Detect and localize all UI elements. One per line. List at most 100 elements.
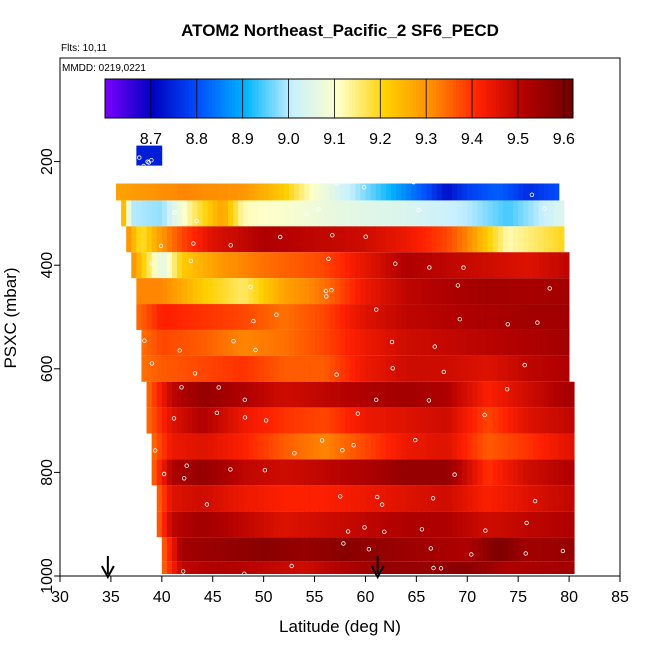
heatmap-cell <box>477 200 483 227</box>
heatmap-cell <box>462 511 468 538</box>
heatmap-cell <box>482 183 489 201</box>
sample-point <box>428 546 433 551</box>
heatmap-cell <box>294 329 300 356</box>
arrow-marker <box>100 556 115 580</box>
colorbar-swatch <box>389 79 393 118</box>
heatmap-cell <box>334 304 341 330</box>
colorbar-swatch <box>449 79 454 118</box>
sample-point <box>242 397 247 402</box>
heatmap-cell <box>273 537 280 562</box>
heatmap-cell <box>558 304 565 330</box>
heatmap-cell <box>558 381 565 408</box>
heatmap-cell <box>192 459 198 486</box>
heatmap-cell <box>421 278 427 305</box>
heatmap-cell <box>467 278 473 305</box>
sample-point <box>248 284 253 290</box>
heatmap-cell <box>340 381 346 408</box>
heatmap-cell <box>273 304 280 330</box>
heatmap-cell <box>197 459 203 486</box>
colorbar-swatch <box>522 79 527 118</box>
heatmap-cell <box>452 381 458 408</box>
heatmap-cell <box>421 407 427 434</box>
heatmap-cell <box>518 252 524 279</box>
heatmap-cell <box>263 252 270 279</box>
heatmap-cell <box>340 561 346 574</box>
heatmap-cell <box>141 183 147 201</box>
colorbar-swatch <box>185 79 189 118</box>
heatmap-cell <box>564 304 570 330</box>
heatmap-cell <box>324 200 331 227</box>
heatmap-cell <box>197 329 203 356</box>
heatmap-cell <box>329 226 336 253</box>
heatmap-cell <box>538 200 545 227</box>
heatmap-cell <box>248 226 254 253</box>
colorbar-swatch <box>168 79 173 118</box>
heatmap-cell <box>360 226 366 253</box>
heatmap-cell <box>441 183 448 201</box>
heatmap-cell <box>441 485 448 512</box>
heatmap-cell <box>436 252 443 279</box>
heatmap-cell <box>299 561 305 574</box>
heatmap-cell <box>543 252 550 279</box>
heatmap-cell <box>263 407 270 434</box>
heatmap-cell <box>289 183 295 201</box>
heatmap-cell <box>446 278 453 305</box>
heatmap-cell <box>156 183 163 201</box>
heatmap-cell <box>273 226 280 253</box>
heatmap-cell <box>166 329 173 356</box>
heatmap-cell <box>222 511 229 538</box>
colorbar-swatch <box>479 79 484 118</box>
heatmap-cell <box>421 511 427 538</box>
heatmap-cell <box>396 226 402 253</box>
heatmap-cell <box>380 278 387 305</box>
heatmap-cell <box>543 226 550 253</box>
heatmap-cell <box>462 537 468 562</box>
colorbar-swatch <box>362 79 367 118</box>
heatmap-cell <box>299 329 305 356</box>
heatmap-cell <box>528 459 534 486</box>
heatmap-cell <box>564 433 570 460</box>
heatmap-cell <box>141 200 147 227</box>
heatmap-cell <box>518 355 524 382</box>
heatmap-cell <box>345 537 351 562</box>
heatmap-cell <box>452 407 458 434</box>
heatmap-cell <box>238 329 244 356</box>
heatmap-cell <box>228 381 234 408</box>
sample-point <box>461 265 466 270</box>
heatmap-cell <box>553 381 560 408</box>
x-tick-label: 80 <box>560 589 578 606</box>
colorbar-swatch <box>559 79 564 118</box>
heatmap-cell <box>146 381 153 408</box>
heatmap-cell <box>182 252 188 279</box>
heatmap-cell <box>487 561 494 574</box>
heatmap-cell <box>401 355 407 382</box>
colorbar-swatch <box>295 79 300 118</box>
heatmap-cell <box>441 381 448 408</box>
heatmap-cell <box>543 561 550 574</box>
heatmap-cell <box>166 511 173 538</box>
heatmap-cell <box>396 183 402 201</box>
heatmap-cell <box>278 381 285 408</box>
heatmap-cell <box>172 278 178 305</box>
heatmap-row <box>136 278 570 305</box>
heatmap-cell <box>278 329 285 356</box>
heatmap-cell <box>380 200 387 227</box>
heatmap-cell <box>268 511 275 538</box>
heatmap-cell <box>187 355 193 382</box>
sample-point <box>228 467 233 472</box>
heatmap-cell <box>533 200 539 227</box>
heatmap-cell <box>243 183 249 201</box>
heatmap-cell <box>299 355 305 382</box>
heatmap-cell <box>426 226 433 253</box>
heatmap-cell <box>492 278 499 305</box>
heatmap-cell <box>467 407 473 434</box>
colorbar-swatch <box>268 79 273 118</box>
heatmap-cell <box>487 485 494 512</box>
heatmap-cell <box>553 537 560 562</box>
colorbar-swatch <box>405 79 410 118</box>
heatmap-cell <box>396 278 402 305</box>
heatmap-cell <box>207 537 214 562</box>
heatmap-cell <box>187 278 193 305</box>
heatmap-cell <box>508 433 514 460</box>
heatmap-cell <box>289 252 295 279</box>
